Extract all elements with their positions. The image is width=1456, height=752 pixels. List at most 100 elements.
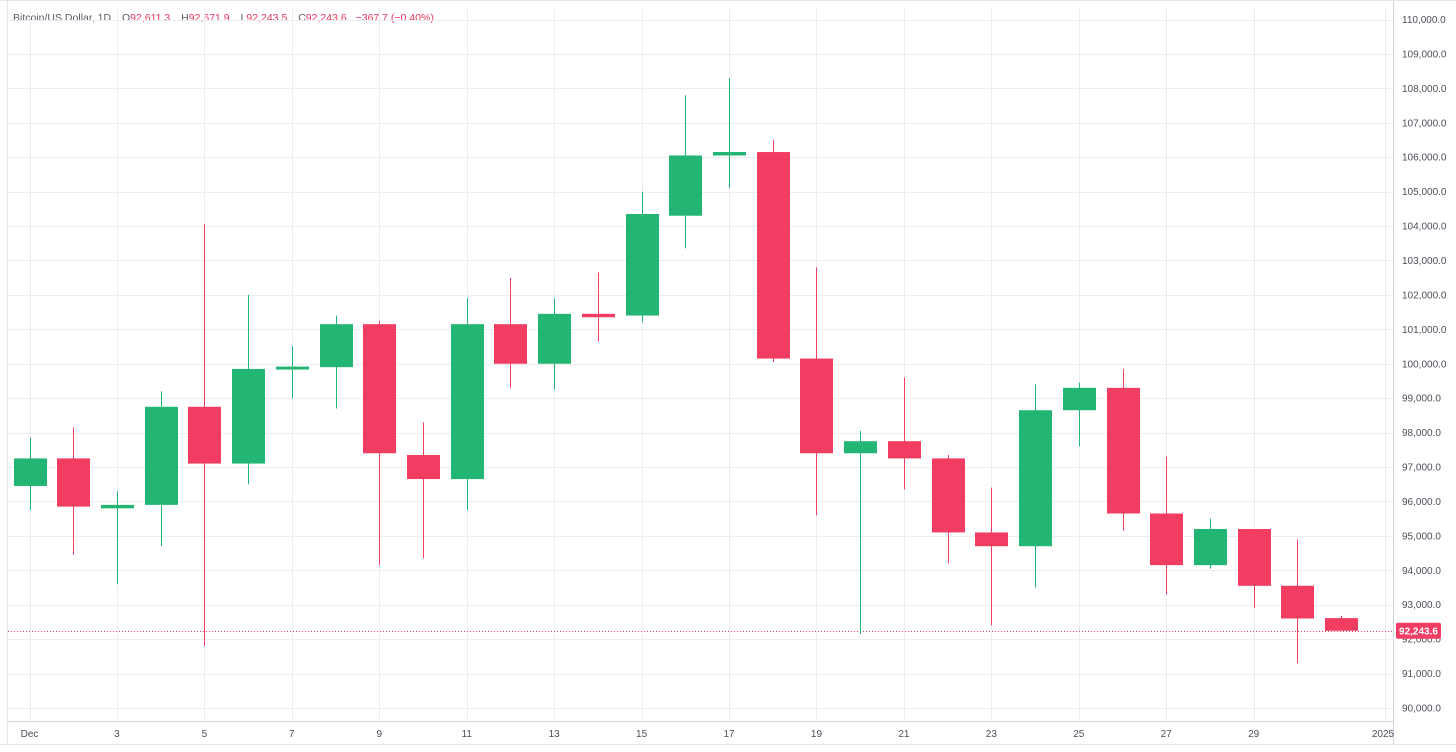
candle-down: [932, 454, 965, 564]
candle-body: [1238, 528, 1271, 586]
legend-sep: ,: [91, 12, 98, 24]
candle-body: [1281, 585, 1314, 619]
x-tick-label: 19: [811, 729, 823, 740]
candle-down: [1238, 528, 1271, 609]
x-axis-labels: Dec 3 5 7 9 11 13 15 17 19 21 23 25 27 29 2025: [21, 729, 1395, 740]
candle-up: [276, 346, 309, 399]
candle-up: [320, 315, 353, 409]
y-tick-label: 103,000.0: [1402, 256, 1447, 267]
candle-body: [582, 313, 615, 318]
x-tick-label: 15: [636, 729, 648, 740]
legend-open-label: O: [121, 12, 131, 24]
x-tick-label: 3: [114, 729, 120, 740]
candle-body: [320, 324, 353, 368]
candle-body: [1107, 387, 1140, 514]
y-axis-labels: 90,000.0 91,000.0 92,000.0 93,000.0 94,000.0…: [1402, 15, 1447, 715]
candle-body: [932, 458, 965, 533]
y-tick-label: 101,000.0: [1402, 325, 1447, 336]
y-tick-label: 97,000.0: [1402, 463, 1441, 474]
candle-body: [626, 214, 659, 316]
x-tick-label: 2025: [1372, 729, 1395, 740]
y-tick-label: 110,000.0: [1402, 15, 1446, 26]
candle-body: [188, 406, 221, 464]
candle-down: [1325, 616, 1358, 631]
candle-body: [276, 366, 309, 370]
candle-body: [975, 532, 1008, 547]
candle-down: [494, 277, 527, 388]
y-tick-label: 100,000.0: [1402, 359, 1447, 370]
y-tick-label: 105,000.0: [1402, 187, 1447, 198]
x-tick-label: 5: [202, 729, 208, 740]
candle-up: [538, 298, 571, 390]
x-tick-label: 7: [289, 729, 295, 740]
candle-body: [713, 152, 746, 156]
candle-up: [14, 437, 47, 511]
candle-down: [1107, 368, 1140, 531]
candle-body: [669, 155, 702, 216]
legend-high-label: H: [181, 12, 189, 24]
candle-up: [145, 391, 178, 547]
candle-body: [57, 458, 90, 507]
y-tick-label: 102,000.0: [1402, 290, 1447, 301]
last-price-label: 92,243.6: [1399, 626, 1438, 637]
candle-down: [757, 139, 790, 363]
candle-body: [800, 358, 833, 454]
candle-up: [626, 191, 659, 323]
candle-body: [1150, 513, 1183, 566]
candle-body: [232, 368, 265, 464]
candle-up: [101, 491, 134, 585]
x-tick-label: 29: [1248, 729, 1260, 740]
candle-body: [888, 441, 921, 459]
x-tick-label: 25: [1073, 729, 1085, 740]
candle-up: [1063, 382, 1096, 447]
y-tick-label: 94,000.0: [1402, 566, 1441, 577]
y-tick-label: 90,000.0: [1402, 704, 1441, 715]
candle-body: [101, 504, 134, 509]
candle-up: [844, 430, 877, 634]
y-tick-label: 109,000.0: [1402, 49, 1447, 60]
candle-body: [757, 152, 790, 359]
candle-body: [14, 458, 47, 486]
candle-body: [1194, 528, 1227, 566]
candle-up: [1194, 518, 1227, 569]
candle-body: [145, 406, 178, 505]
candle-down: [363, 320, 396, 566]
candle-body: [1019, 410, 1052, 547]
x-tick-label: 17: [723, 729, 735, 740]
y-tick-label: 98,000.0: [1402, 428, 1441, 439]
candle-body: [1325, 618, 1358, 631]
last-price-tag: [1396, 622, 1441, 639]
candle-down: [582, 272, 615, 342]
x-tick-label: 23: [986, 729, 998, 740]
candle-body: [494, 324, 527, 364]
candle-down: [975, 487, 1008, 626]
candle-up: [669, 95, 702, 249]
x-tick-label: 21: [898, 729, 910, 740]
grid: [8, 8, 1393, 721]
candle-down: [888, 377, 921, 490]
y-tick-label: 99,000.0: [1402, 394, 1441, 405]
candle-up: [713, 78, 746, 189]
candle-up: [451, 298, 484, 511]
x-tick-label: Dec: [21, 729, 39, 740]
candle-down: [800, 267, 833, 516]
y-tick-label: 95,000.0: [1402, 531, 1441, 542]
candle-down: [1281, 539, 1314, 664]
candle-body: [844, 441, 877, 454]
candle-body: [1063, 387, 1096, 411]
candle-body: [407, 454, 440, 480]
legend-low-label: L: [240, 12, 247, 24]
y-tick-label: 104,000.0: [1402, 222, 1447, 233]
x-tick-label: 13: [549, 729, 561, 740]
candle-up: [232, 294, 265, 485]
candle-body: [451, 324, 484, 480]
y-tick-label: 91,000.0: [1402, 669, 1441, 680]
candle-down: [57, 427, 90, 555]
candle-body: [363, 324, 396, 454]
y-tick-label: 92,000.0: [1402, 635, 1441, 646]
x-tick-label: 9: [376, 729, 382, 740]
candle-down: [188, 224, 221, 647]
legend-close-label: C: [298, 12, 306, 24]
